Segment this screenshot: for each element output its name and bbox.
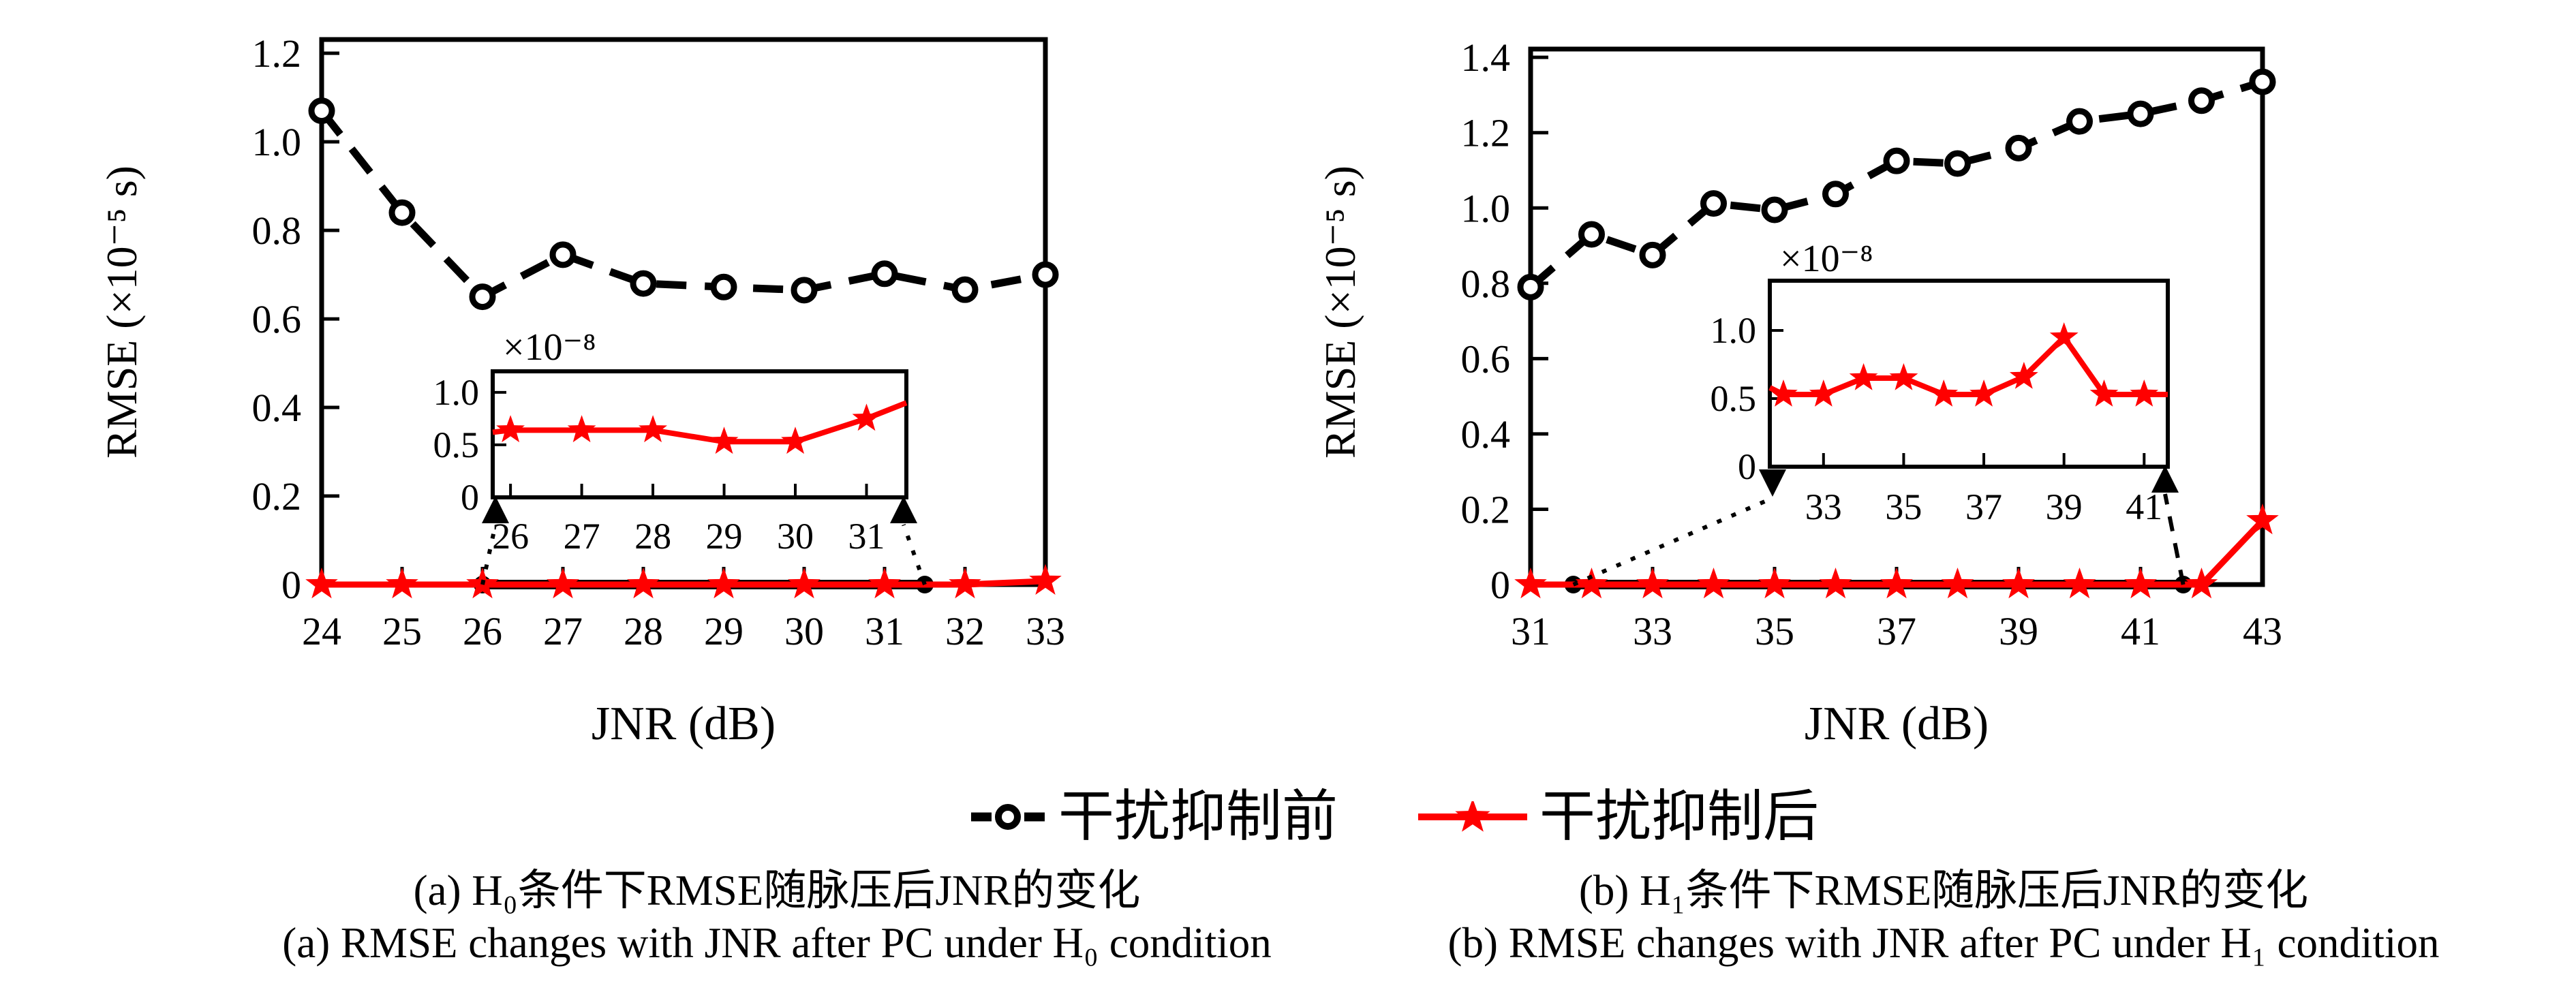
svg-text:0.6: 0.6 — [1461, 337, 1511, 381]
svg-text:0.4: 0.4 — [1461, 412, 1511, 456]
svg-text:28: 28 — [624, 609, 663, 653]
svg-text:39: 39 — [2046, 486, 2083, 527]
svg-text:31: 31 — [865, 609, 904, 653]
svg-text:0.5: 0.5 — [1711, 378, 1757, 419]
svg-text:32: 32 — [945, 609, 985, 653]
svg-text:RMSE (×10⁻⁵ s): RMSE (×10⁻⁵ s) — [1316, 166, 1364, 459]
svg-text:0.8: 0.8 — [1461, 262, 1511, 306]
svg-text:29: 29 — [704, 609, 743, 653]
svg-text:1.2: 1.2 — [1461, 111, 1511, 155]
caption-panel-b: (b) H₁条件下RMSE随脉压后JNR的变化 (b) RMSE changes… — [1317, 867, 2571, 967]
legend-item-after-suppression: 干扰抑制后 — [1418, 789, 1819, 845]
svg-text:0: 0 — [1738, 446, 1756, 487]
svg-text:28: 28 — [634, 516, 671, 557]
svg-text:1.0: 1.0 — [1711, 310, 1757, 351]
svg-text:1.4: 1.4 — [1461, 35, 1511, 80]
caption-panel-a: (a) H₀条件下RMSE随脉压后JNR的变化 (a) RMSE changes… — [164, 867, 1390, 967]
dual-line-chart-canvas: 0 0.2 0.4 0.6 0.8 1.0 1.2 24 25 26 27 28 29 30 31 32 33 J… — [97, 31, 2282, 750]
svg-text:35: 35 — [1755, 609, 1794, 653]
svg-text:33: 33 — [1026, 609, 1065, 653]
caption-b-chinese: (b) H₁条件下RMSE随脉压后JNR的变化 — [1578, 867, 2309, 914]
svg-text:41: 41 — [2121, 609, 2160, 653]
svg-text:30: 30 — [777, 516, 814, 557]
svg-text:JNR (dB): JNR (dB) — [592, 698, 776, 750]
caption-b-english: (b) RMSE changes with JNR after PC under… — [1447, 918, 2440, 967]
svg-text:0: 0 — [461, 477, 479, 518]
svg-text:37: 37 — [1965, 486, 2002, 527]
svg-text:35: 35 — [1885, 486, 1922, 527]
svg-text:27: 27 — [543, 609, 583, 653]
svg-text:27: 27 — [564, 516, 600, 557]
svg-text:43: 43 — [2243, 609, 2282, 653]
svg-text:30: 30 — [784, 609, 824, 653]
legend-label-after-suppression: 干扰抑制后 — [1539, 786, 1820, 848]
svg-text:×10⁻⁸: ×10⁻⁸ — [503, 326, 596, 369]
svg-text:26: 26 — [463, 609, 502, 653]
svg-text:0.8: 0.8 — [252, 208, 302, 253]
svg-text:0: 0 — [281, 563, 301, 607]
caption-a-english: (a) RMSE changes with JNR after PC under… — [282, 918, 1272, 967]
svg-text:×10⁻⁸: ×10⁻⁸ — [1780, 238, 1873, 280]
legend-label-before-suppression: 干扰抑制前 — [1058, 786, 1338, 848]
svg-text:1.0: 1.0 — [433, 372, 480, 413]
svg-text:25: 25 — [382, 609, 422, 653]
svg-text:0.2: 0.2 — [252, 474, 302, 518]
svg-text:33: 33 — [1633, 609, 1672, 653]
caption-a-chinese: (a) H₀条件下RMSE随脉压后JNR的变化 — [413, 867, 1141, 914]
svg-text:1.2: 1.2 — [252, 31, 302, 76]
svg-text:31: 31 — [1511, 609, 1550, 653]
red-star-marker-icon — [1418, 799, 1527, 833]
svg-text:JNR (dB): JNR (dB) — [1805, 698, 1989, 750]
svg-text:0.5: 0.5 — [433, 424, 480, 465]
svg-text:31: 31 — [848, 516, 885, 557]
svg-text:0.2: 0.2 — [1461, 487, 1511, 531]
svg-text:RMSE (×10⁻⁵ s): RMSE (×10⁻⁵ s) — [97, 166, 146, 459]
svg-text:0.4: 0.4 — [252, 386, 302, 430]
svg-text:37: 37 — [1877, 609, 1916, 653]
svg-text:39: 39 — [1999, 609, 2038, 653]
svg-text:24: 24 — [302, 609, 341, 653]
svg-text:29: 29 — [706, 516, 743, 557]
svg-text:41: 41 — [2126, 486, 2162, 527]
svg-text:1.0: 1.0 — [1461, 186, 1511, 230]
dashed-circle-marker-icon — [970, 801, 1046, 833]
svg-text:33: 33 — [1805, 486, 1842, 527]
legend-item-before-suppression: 干扰抑制前 — [970, 789, 1338, 845]
svg-text:1.0: 1.0 — [252, 120, 302, 164]
svg-text:0: 0 — [1490, 563, 1510, 607]
legend: 干扰抑制前 干扰抑制后 — [970, 789, 1819, 845]
svg-text:0.6: 0.6 — [252, 297, 302, 341]
